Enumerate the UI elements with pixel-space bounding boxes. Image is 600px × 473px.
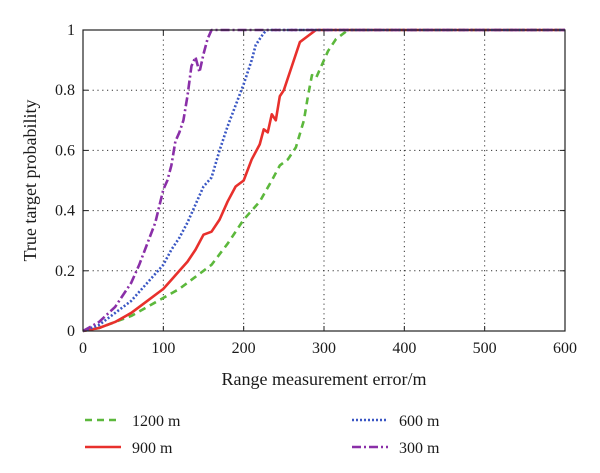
legend-label: 900 m	[132, 440, 173, 457]
legend-label: 1200 m	[132, 413, 181, 430]
x-tick-label: 0	[79, 340, 87, 357]
y-tick-labels: 0 0.2 0.4 0.6 0.8 1	[55, 22, 75, 340]
grid	[83, 30, 565, 331]
legend-item: 900 m	[85, 440, 173, 457]
x-tick-label: 300	[312, 340, 336, 357]
y-tick-label: 1	[67, 22, 75, 39]
legend: 1200 m 900 m 600 m 300 m	[85, 413, 440, 457]
y-tick-label: 0.6	[55, 142, 75, 159]
ticks	[82, 29, 566, 332]
legend-item: 300 m	[352, 440, 440, 457]
series-line-900-m	[82, 28, 565, 333]
plot-frame	[82, 29, 566, 332]
y-axis-title: True target probability	[20, 100, 40, 262]
legend-item: 1200 m	[85, 413, 181, 430]
x-tick-label: 400	[392, 340, 416, 357]
x-tick-label: 600	[553, 340, 577, 357]
series-line-600-m	[82, 28, 565, 333]
y-tick-label: 0.4	[55, 203, 75, 220]
x-tick-label: 100	[151, 340, 175, 357]
y-tick-label: 0.2	[55, 263, 75, 280]
y-tick-label: 0	[67, 323, 75, 340]
legend-label: 600 m	[399, 413, 440, 430]
legend-label: 300 m	[399, 440, 440, 457]
series-line-1200-m	[82, 28, 565, 333]
x-axis-title: Range measurement error/m	[222, 369, 427, 389]
x-tick-labels: 0 100 200 300 400 500 600	[79, 340, 577, 357]
series-lines	[82, 28, 565, 333]
x-tick-label: 500	[473, 340, 497, 357]
legend-item: 600 m	[352, 413, 440, 430]
series-line-300-m	[82, 28, 565, 333]
x-tick-label: 200	[232, 340, 256, 357]
y-tick-label: 0.8	[55, 82, 75, 99]
